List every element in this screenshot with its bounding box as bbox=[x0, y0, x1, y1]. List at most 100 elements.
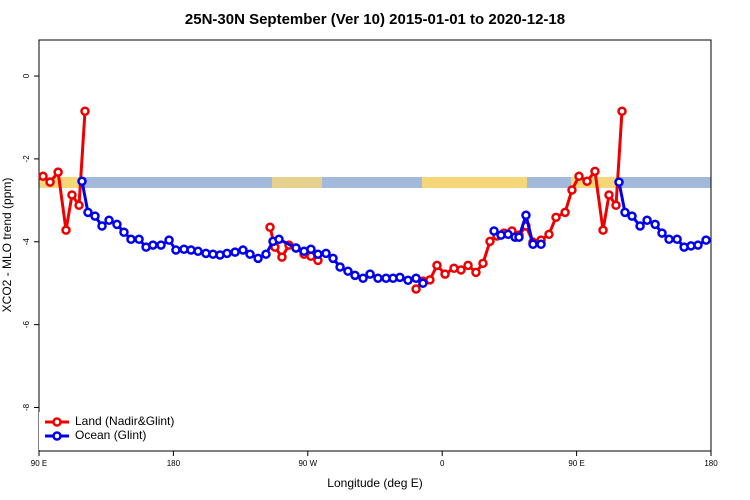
y-tick-label: -2 bbox=[22, 155, 31, 163]
data-point bbox=[627, 211, 637, 221]
data-point bbox=[544, 229, 554, 240]
data-point bbox=[611, 200, 621, 211]
data-point bbox=[650, 219, 660, 230]
data-point bbox=[567, 185, 577, 195]
data-point bbox=[551, 212, 561, 223]
data-point bbox=[574, 171, 584, 182]
data-point bbox=[365, 269, 375, 279]
land-band bbox=[272, 177, 322, 188]
legend-label: Land (Nadir&Glint) bbox=[75, 414, 174, 428]
data-point bbox=[77, 176, 87, 187]
legend bbox=[39, 412, 185, 450]
y-tick-label: -8 bbox=[22, 403, 31, 411]
data-point bbox=[119, 227, 129, 237]
legend-marker bbox=[52, 417, 62, 427]
data-point bbox=[261, 249, 271, 259]
legend-label: Ocean (Glint) bbox=[75, 428, 146, 442]
data-point bbox=[265, 222, 275, 233]
data-point bbox=[291, 243, 301, 253]
data-point bbox=[343, 266, 353, 276]
legend-marker bbox=[52, 431, 62, 441]
data-point bbox=[38, 171, 48, 182]
data-point bbox=[164, 235, 174, 245]
data-point bbox=[693, 240, 703, 250]
data-point bbox=[238, 245, 248, 255]
data-point bbox=[582, 176, 592, 187]
data-point bbox=[411, 284, 421, 294]
data-point bbox=[560, 207, 570, 218]
y-tick-label: -4 bbox=[22, 238, 31, 246]
data-point bbox=[171, 245, 181, 255]
data-point bbox=[514, 232, 524, 242]
data-point bbox=[657, 228, 667, 238]
data-point bbox=[432, 260, 442, 271]
data-point bbox=[395, 272, 405, 283]
data-point bbox=[440, 269, 450, 279]
data-point bbox=[617, 106, 627, 117]
data-point bbox=[471, 267, 481, 278]
data-point bbox=[664, 234, 674, 245]
data-point bbox=[485, 236, 495, 247]
y-tick-label: -6 bbox=[22, 321, 31, 329]
data-point bbox=[521, 210, 531, 221]
data-point bbox=[358, 273, 368, 283]
x-tick-label: 90 E bbox=[31, 459, 47, 468]
data-point bbox=[253, 253, 263, 264]
data-point bbox=[635, 221, 645, 231]
plot-frame bbox=[38, 39, 712, 452]
data-point bbox=[403, 275, 413, 286]
data-point bbox=[328, 253, 338, 264]
data-point bbox=[411, 273, 421, 283]
x-tick-label: 90 W bbox=[298, 459, 317, 468]
data-point bbox=[104, 215, 114, 225]
data-point bbox=[80, 106, 90, 117]
data-point bbox=[604, 190, 614, 200]
data-point bbox=[67, 190, 77, 200]
land-band bbox=[422, 177, 527, 188]
data-point bbox=[222, 248, 232, 259]
x-axis-label: Longitude (deg E) bbox=[327, 476, 422, 490]
data-point bbox=[61, 225, 71, 235]
data-point bbox=[350, 270, 360, 281]
data-point bbox=[528, 239, 538, 250]
data-point bbox=[90, 211, 100, 221]
data-point bbox=[313, 249, 323, 259]
x-tick-label: 90 E bbox=[568, 459, 584, 468]
data-point bbox=[373, 273, 383, 283]
ocean-band bbox=[39, 177, 711, 188]
data-point bbox=[274, 234, 284, 245]
data-point bbox=[321, 248, 331, 259]
data-point bbox=[598, 225, 608, 235]
data-point bbox=[74, 200, 84, 211]
data-point bbox=[418, 278, 428, 288]
x-tick-label: 180 bbox=[704, 459, 718, 468]
data-point bbox=[306, 244, 316, 254]
data-point bbox=[230, 247, 240, 257]
y-tick-label: 0 bbox=[22, 73, 31, 78]
data-point bbox=[642, 215, 652, 225]
data-point bbox=[536, 239, 546, 250]
data-point bbox=[614, 177, 624, 187]
data-point bbox=[97, 221, 107, 231]
chart-title: 25N-30N September (Ver 10) 2015-01-01 to… bbox=[185, 11, 565, 28]
data-point bbox=[156, 240, 166, 250]
data-point bbox=[193, 246, 203, 257]
data-point bbox=[112, 219, 122, 230]
y-axis-label: XCO2 - MLO trend (ppm) bbox=[0, 178, 14, 313]
data-point bbox=[148, 240, 158, 250]
data-point bbox=[245, 249, 255, 259]
data-point bbox=[126, 234, 136, 245]
x-tick-label: 180 bbox=[167, 459, 181, 468]
data-point bbox=[478, 258, 488, 269]
data-point bbox=[83, 207, 93, 218]
data-point bbox=[277, 252, 287, 262]
data-point bbox=[335, 262, 345, 272]
data-point bbox=[53, 167, 63, 177]
data-point bbox=[489, 226, 499, 236]
data-point bbox=[134, 234, 144, 245]
x-tick-label: 0 bbox=[440, 459, 445, 468]
data-point bbox=[456, 265, 466, 275]
data-point bbox=[672, 234, 682, 245]
data-point bbox=[620, 207, 630, 218]
data-point bbox=[701, 235, 711, 245]
